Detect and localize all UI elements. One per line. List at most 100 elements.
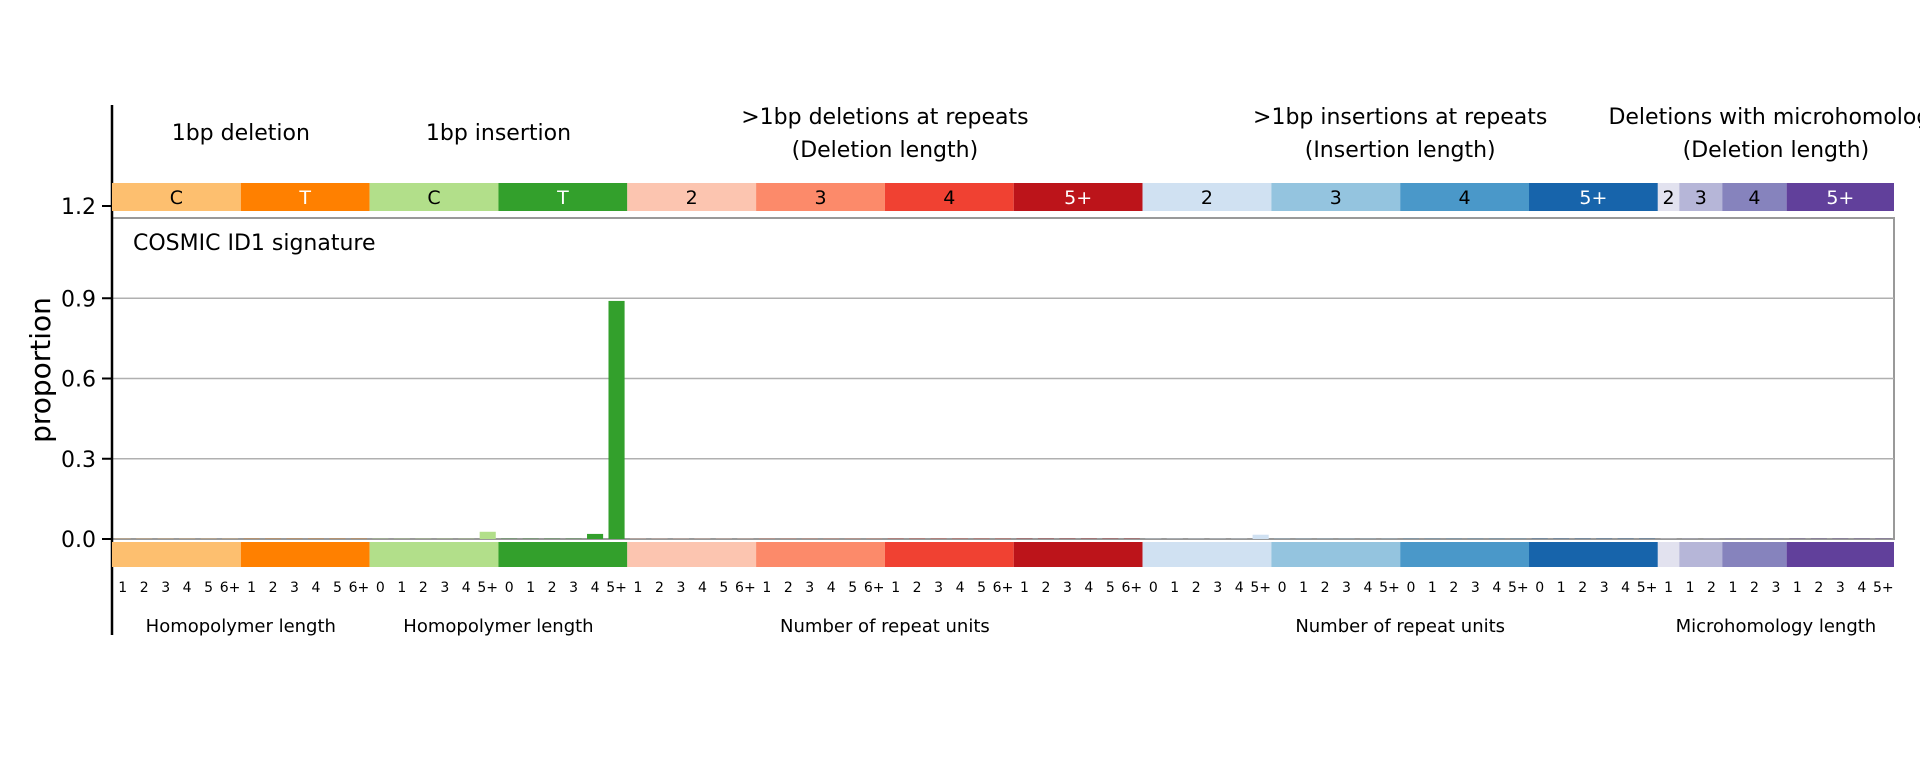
x-tick-label-79: 2	[1814, 580, 1823, 596]
x-tick-label-34: 5	[848, 580, 857, 596]
x-tick-label-59: 5+	[1379, 580, 1400, 596]
category-label-3-0: 2	[1201, 187, 1213, 209]
category-label-3-2: 4	[1459, 187, 1471, 209]
category-label-1-0: C	[427, 187, 440, 209]
x-tick-label-3: 4	[183, 580, 192, 596]
x-tick-label-57: 3	[1342, 580, 1351, 596]
x-tick-label-58: 4	[1364, 580, 1373, 596]
x-tick-label-52: 4	[1235, 580, 1244, 596]
x-tick-label-76: 2	[1750, 580, 1759, 596]
x-tick-label-37: 2	[913, 580, 922, 596]
x-tick-label-43: 2	[1041, 580, 1050, 596]
category-label-2-2: 4	[943, 187, 955, 209]
x-tick-label-80: 3	[1836, 580, 1845, 596]
y-axis-label: proportion	[24, 297, 57, 443]
x-tick-label-60: 0	[1406, 580, 1415, 596]
group-title-4-line-1: (Deletion length)	[1683, 138, 1870, 163]
x-tick-label-10: 5	[333, 580, 342, 596]
x-tick-label-38: 3	[934, 580, 943, 596]
x-tick-label-22: 4	[591, 580, 600, 596]
category-strip-bottom-2-0	[627, 542, 756, 567]
x-tick-label-24: 1	[634, 580, 643, 596]
x-tick-label-82: 5+	[1873, 580, 1894, 596]
x-tick-label-30: 1	[762, 580, 771, 596]
group-title-1: 1bp insertion	[426, 121, 571, 146]
category-strip-bottom-2-2	[885, 542, 1014, 567]
group-title-4-line-0: Deletions with microhomology	[1608, 105, 1920, 130]
x-tick-label-5: 6+	[220, 580, 241, 596]
category-strip-bottom-3-2	[1400, 542, 1529, 567]
x-tick-label-14: 2	[419, 580, 428, 596]
y-tick-label-3: 0.9	[61, 287, 96, 312]
x-tick-label-71: 5+	[1637, 580, 1658, 596]
x-tick-label-42: 1	[1020, 580, 1029, 596]
x-tick-label-2: 3	[161, 580, 170, 596]
bar-53	[1253, 535, 1269, 539]
category-label-3-1: 3	[1330, 187, 1342, 209]
x-tick-label-29: 6+	[735, 580, 756, 596]
group-subtitle-1: Homopolymer length	[403, 616, 593, 637]
x-tick-label-11: 6+	[349, 580, 370, 596]
x-tick-label-47: 6+	[1121, 580, 1142, 596]
x-tick-label-36: 1	[891, 580, 900, 596]
x-tick-label-6: 1	[247, 580, 256, 596]
category-label-4-1: 3	[1695, 187, 1707, 209]
y-tick-label-4: 1.2	[61, 195, 96, 220]
x-tick-label-12: 0	[376, 580, 385, 596]
x-tick-label-74: 2	[1707, 580, 1716, 596]
category-strip-bottom-3-3	[1529, 542, 1658, 567]
x-tick-label-67: 1	[1557, 580, 1566, 596]
x-tick-label-20: 2	[548, 580, 557, 596]
x-tick-label-72: 1	[1664, 580, 1673, 596]
category-strip-bottom-0-1	[241, 542, 370, 567]
x-tick-label-25: 2	[655, 580, 664, 596]
x-tick-label-18: 0	[505, 580, 514, 596]
x-tick-label-39: 4	[956, 580, 965, 596]
x-tick-label-28: 5	[719, 580, 728, 596]
group-title-2-line-0: >1bp deletions at repeats	[741, 105, 1028, 130]
x-tick-label-55: 1	[1299, 580, 1308, 596]
x-tick-label-26: 3	[676, 580, 685, 596]
x-tick-label-33: 4	[827, 580, 836, 596]
chart-title: COSMIC ID1 signature	[133, 231, 376, 256]
x-tick-label-21: 3	[569, 580, 578, 596]
x-tick-label-40: 5	[977, 580, 986, 596]
x-tick-label-77: 3	[1771, 580, 1780, 596]
category-label-3-3: 5+	[1579, 187, 1607, 209]
x-tick-label-23: 5+	[606, 580, 627, 596]
x-tick-label-61: 1	[1428, 580, 1437, 596]
x-tick-label-53: 5+	[1250, 580, 1271, 596]
x-tick-label-65: 5+	[1508, 580, 1529, 596]
x-tick-label-4: 5	[204, 580, 213, 596]
category-strip-bottom-3-0	[1143, 542, 1272, 567]
y-tick-label-1: 0.3	[61, 448, 96, 473]
x-tick-label-50: 2	[1192, 580, 1201, 596]
x-tick-label-1: 2	[140, 580, 149, 596]
bar-23	[608, 301, 624, 539]
x-tick-label-78: 1	[1793, 580, 1802, 596]
x-tick-label-81: 4	[1857, 580, 1866, 596]
x-tick-label-64: 4	[1492, 580, 1501, 596]
group-title-2-line-1: (Deletion length)	[792, 138, 979, 163]
x-tick-label-56: 2	[1321, 580, 1330, 596]
bar-17	[480, 532, 496, 539]
group-title-3-line-0: >1bp insertions at repeats	[1253, 105, 1547, 130]
x-tick-label-8: 3	[290, 580, 299, 596]
category-strip-bottom-4-1	[1679, 542, 1722, 567]
x-tick-label-48: 0	[1149, 580, 1158, 596]
x-tick-label-51: 3	[1213, 580, 1222, 596]
x-tick-label-35: 6+	[864, 580, 885, 596]
x-tick-label-16: 4	[462, 580, 471, 596]
x-tick-label-32: 3	[805, 580, 814, 596]
category-label-0-1: T	[298, 187, 311, 209]
x-tick-label-62: 2	[1449, 580, 1458, 596]
category-strip-bottom-0-0	[112, 542, 241, 567]
category-strip-bottom-3-1	[1271, 542, 1400, 567]
x-tick-label-75: 1	[1729, 580, 1738, 596]
group-subtitle-0: Homopolymer length	[146, 616, 336, 637]
x-tick-label-17: 5+	[477, 580, 498, 596]
x-tick-label-54: 0	[1278, 580, 1287, 596]
group-subtitle-2: Number of repeat units	[780, 616, 990, 637]
